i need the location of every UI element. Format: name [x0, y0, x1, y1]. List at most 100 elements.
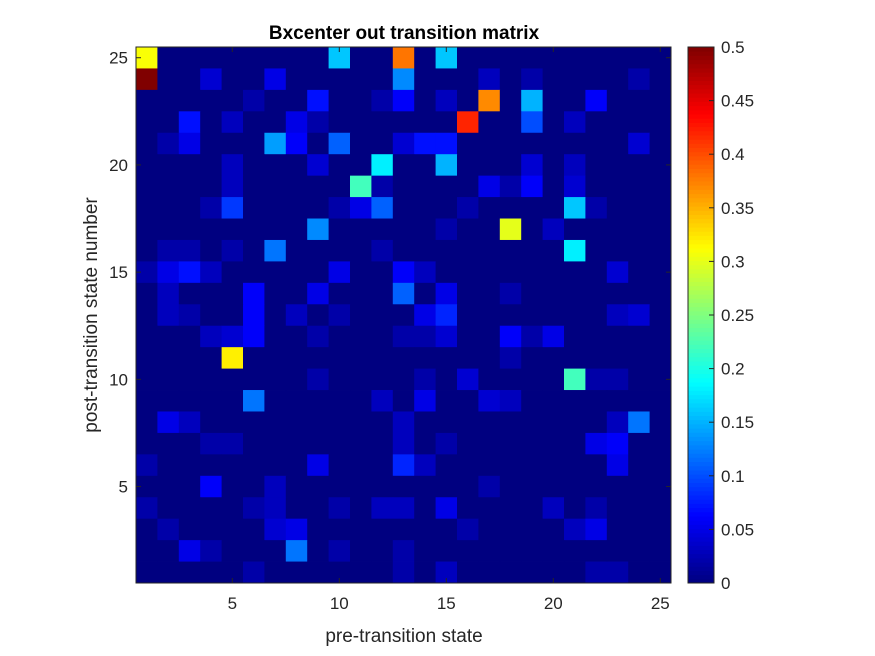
heatmap-cell — [264, 518, 287, 541]
colorbar-segment — [688, 214, 714, 220]
colorbar-segment — [688, 97, 714, 102]
heatmap-cell — [350, 304, 372, 327]
heatmap-cell — [435, 197, 458, 219]
heatmap-cell — [200, 68, 222, 91]
heatmap-cell — [221, 111, 244, 134]
heatmap-cell — [221, 47, 244, 69]
colorbar-segment — [688, 356, 714, 362]
heatmap-cell — [136, 154, 158, 177]
heatmap-cell — [649, 411, 672, 434]
heatmap-cell — [178, 218, 201, 241]
colorbar-segment — [688, 176, 714, 182]
heatmap-cell — [371, 561, 394, 584]
heatmap-cell — [628, 304, 650, 327]
heatmap-cell — [178, 390, 201, 412]
heatmap-cell — [328, 325, 351, 348]
heatmap-cell — [285, 540, 308, 562]
heatmap-cell — [157, 497, 180, 520]
colorbar-segment — [688, 386, 714, 391]
heatmap-cell — [606, 89, 629, 112]
heatmap-cell — [264, 261, 287, 284]
heatmap-cell — [328, 411, 351, 434]
heatmap-cell — [243, 239, 265, 262]
colorbar-segment — [688, 574, 714, 580]
heatmap-cell — [414, 540, 436, 562]
heatmap-cell — [285, 475, 308, 498]
heatmap-cell — [585, 347, 608, 369]
heatmap-cell — [606, 347, 629, 369]
heatmap-cell — [414, 218, 436, 241]
heatmap-cell — [350, 432, 372, 455]
heatmap-cell — [264, 347, 287, 369]
colorbar-segment — [688, 147, 714, 153]
heatmap-cell — [136, 175, 158, 198]
x-tick-label: 15 — [437, 594, 456, 613]
colorbar-segment — [688, 323, 714, 329]
heatmap-cell — [371, 347, 394, 369]
heatmap-cell — [585, 325, 608, 348]
heatmap-cell — [136, 347, 158, 369]
heatmap-cell — [542, 475, 565, 498]
colorbar-segment — [688, 423, 714, 429]
heatmap-cell — [285, 132, 308, 155]
heatmap-cell — [371, 111, 394, 134]
heatmap-cell — [564, 390, 586, 412]
heatmap-cell — [564, 47, 586, 69]
heatmap-cell — [307, 175, 329, 198]
heatmap-cell — [350, 411, 372, 434]
heatmap-cell — [499, 540, 522, 562]
plot-frame — [135, 46, 672, 584]
heatmap-cell — [221, 540, 244, 562]
heatmap-cell — [521, 497, 543, 520]
heatmap-cell — [499, 497, 522, 520]
heatmap-cell — [221, 411, 244, 434]
heatmap-cell — [328, 89, 351, 112]
heatmap-cell — [564, 475, 586, 498]
heatmap-cell — [521, 347, 543, 369]
heatmap-cell — [521, 89, 543, 112]
heatmap-cell — [457, 540, 479, 562]
heatmap-cell — [178, 111, 201, 134]
heatmap-cell — [392, 411, 415, 434]
heatmap-cell — [478, 68, 501, 91]
heatmap-cell — [307, 68, 329, 91]
heatmap-cell — [564, 304, 586, 327]
heatmap-cell — [585, 68, 608, 91]
heatmap-cell — [328, 132, 351, 155]
heatmap-cell — [178, 347, 201, 369]
heatmap-cell — [435, 475, 458, 498]
heatmap-cell — [221, 347, 244, 369]
heatmap-cell — [307, 390, 329, 412]
heatmap-cell — [221, 154, 244, 177]
heatmap-cell — [585, 154, 608, 177]
heatmap-cell — [221, 497, 244, 520]
heatmap-cell — [285, 218, 308, 241]
heatmap-cell — [157, 432, 180, 455]
heatmap-cell — [414, 47, 436, 69]
heatmap-cell — [200, 132, 222, 155]
heatmap-cell — [435, 304, 458, 327]
colorbar-segment — [688, 101, 714, 107]
heatmap-cell — [328, 454, 351, 477]
colorbar-segment — [688, 528, 714, 534]
heatmap-cell — [414, 347, 436, 369]
heatmap-cell — [457, 518, 479, 541]
heatmap-cell — [435, 175, 458, 198]
colorbar-segment — [688, 566, 714, 571]
colorbar-segment — [688, 59, 714, 65]
colorbar-segment — [688, 503, 714, 509]
heatmap-cell — [478, 411, 501, 434]
heatmap-cell — [478, 111, 501, 134]
heatmap-cell — [264, 432, 287, 455]
heatmap-cell — [499, 518, 522, 541]
colorbar-segment — [688, 377, 714, 383]
heatmap-cell — [350, 347, 372, 369]
heatmap-cell — [285, 197, 308, 219]
colorbar-segment — [688, 520, 714, 525]
colorbar-tick-label: 0.1 — [721, 467, 745, 486]
colorbar-segment — [688, 478, 714, 483]
heatmap-cell — [564, 325, 586, 348]
colorbar-segment — [688, 432, 714, 437]
colorbar-segment — [688, 361, 714, 366]
colorbar-segment — [688, 264, 714, 270]
